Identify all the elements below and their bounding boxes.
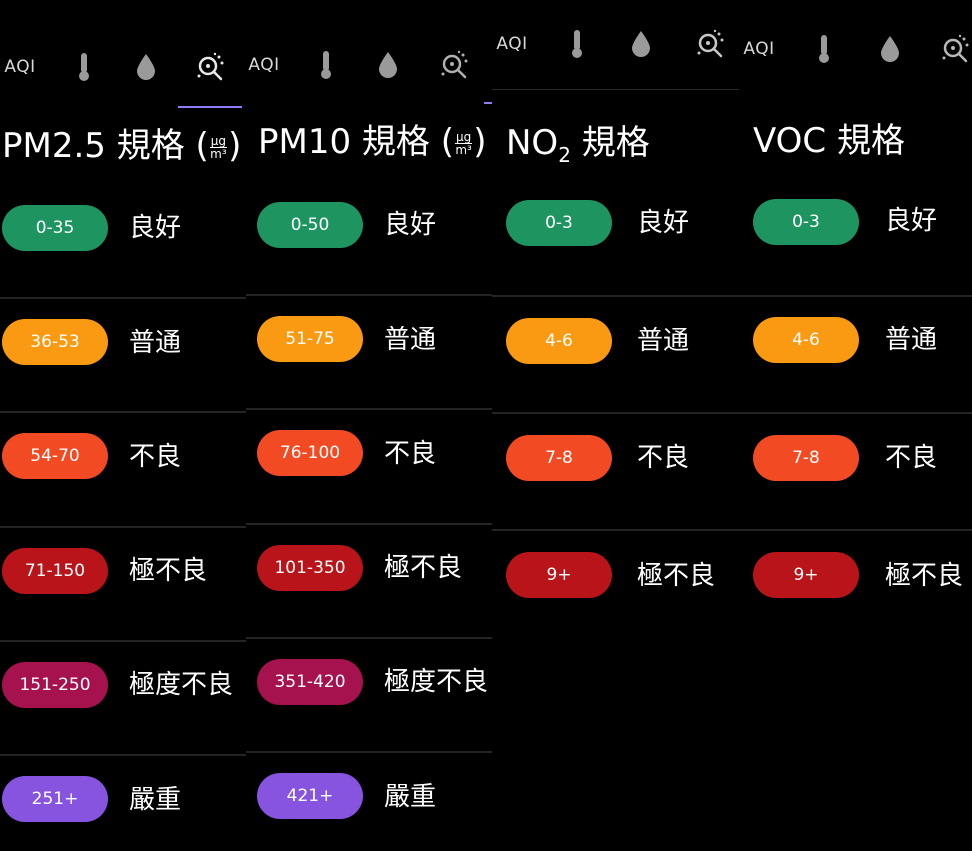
particles-icon — [942, 34, 969, 63]
tab-aqi[interactable]: AQI — [4, 57, 36, 77]
range-badge: 36-53 — [2, 319, 108, 365]
droplet-icon — [137, 54, 155, 80]
range-badge: 54-70 — [2, 433, 108, 479]
tab-humidity[interactable] — [872, 24, 908, 74]
page-title: PM2.5 規格 (μg m³) — [2, 126, 242, 166]
tab-aqi[interactable]: AQI — [743, 39, 775, 59]
tab-temperature[interactable] — [66, 42, 102, 92]
page-title: PM10 規格 (μg m³) — [258, 122, 487, 162]
range-badge: 0-3 — [506, 200, 612, 246]
level-label: 嚴重 — [384, 782, 437, 812]
tab-bar: AQI — [492, 19, 739, 69]
droplet-icon — [881, 36, 899, 62]
level-label: 普通 — [384, 325, 437, 355]
range-badge: 251+ — [2, 776, 108, 822]
tab-aqi[interactable]: AQI — [248, 55, 280, 75]
tab-particles[interactable] — [688, 19, 732, 69]
range-badge: 0-35 — [2, 205, 108, 251]
level-label: 不良 — [637, 443, 690, 473]
level-label: 極度不良 — [384, 667, 489, 697]
level-label: 普通 — [885, 325, 938, 355]
divider — [246, 408, 492, 410]
divider — [246, 523, 492, 525]
level-label: 普通 — [637, 326, 690, 356]
particles-icon — [197, 52, 224, 81]
divider — [246, 637, 492, 639]
range-badge: 421+ — [257, 773, 363, 819]
level-label: 良好 — [384, 210, 437, 240]
level-label: 極不良 — [637, 561, 716, 591]
level-label: 良好 — [637, 208, 690, 238]
page-title: VOC 規格 — [753, 121, 905, 161]
divider — [246, 751, 492, 753]
range-badge: 4-6 — [753, 317, 859, 363]
range-badge: 9+ — [753, 552, 859, 598]
tab-bar: AQI — [739, 24, 972, 74]
range-badge: 51-75 — [257, 316, 363, 362]
droplet-icon — [632, 31, 650, 57]
panel-no2: AQI NO2 規格 0-3 良好 4-6 普通 7-8 不良 9+ 極不良 — [492, 0, 739, 851]
divider — [0, 411, 246, 413]
tab-particles[interactable] — [188, 42, 232, 92]
particles-icon — [441, 50, 468, 79]
range-badge: 101-350 — [257, 545, 363, 591]
level-label: 普通 — [129, 328, 182, 358]
range-badge: 351-420 — [257, 659, 363, 705]
tab-divider — [492, 89, 739, 90]
panel-pm10: AQI PM10 規格 (μg m³) 0-50 良好 51-75 普通 76-1… — [246, 0, 492, 851]
active-tab-indicator — [178, 106, 242, 108]
divider — [492, 412, 739, 414]
divider — [0, 754, 246, 756]
tab-humidity[interactable] — [128, 42, 164, 92]
divider — [0, 640, 246, 642]
range-badge: 4-6 — [506, 318, 612, 364]
tab-temperature[interactable] — [308, 40, 344, 90]
panel-voc: AQI VOC 規格 0-3 良好 4-6 普通 7-8 不良 9+ 極不良 — [739, 0, 972, 851]
tab-aqi[interactable]: AQI — [496, 34, 528, 54]
range-badge: 71-150 — [2, 548, 108, 594]
particles-icon — [697, 29, 724, 58]
tab-temperature[interactable] — [559, 19, 595, 69]
tab-humidity[interactable] — [370, 40, 406, 90]
level-label: 極度不良 — [129, 670, 234, 700]
active-tab-indicator — [484, 102, 492, 104]
divider — [739, 295, 972, 297]
tab-bar: AQI — [246, 40, 492, 90]
level-label: 良好 — [129, 213, 182, 243]
divider — [492, 529, 739, 531]
divider — [0, 526, 246, 528]
level-label: 嚴重 — [129, 785, 182, 815]
level-label: 良好 — [885, 206, 938, 236]
level-label: 極不良 — [885, 561, 964, 591]
tab-particles[interactable] — [432, 40, 476, 90]
divider — [739, 529, 972, 531]
level-label: 不良 — [129, 442, 182, 472]
thermometer-icon — [819, 35, 829, 63]
page-title: NO2 規格 — [506, 123, 650, 167]
thermometer-icon — [321, 51, 331, 79]
divider — [492, 295, 739, 297]
range-badge: 0-50 — [257, 202, 363, 248]
range-badge: 76-100 — [257, 430, 363, 476]
level-label: 不良 — [384, 439, 437, 469]
panel-pm25: AQI PM2.5 規格 (μg m³) 0-35 良好 36-53 普通 54-… — [0, 0, 246, 851]
range-badge: 0-3 — [753, 199, 859, 245]
level-label: 極不良 — [384, 553, 463, 583]
range-badge: 9+ — [506, 552, 612, 598]
range-badge: 7-8 — [506, 435, 612, 481]
range-badge: 151-250 — [2, 662, 108, 708]
level-label: 極不良 — [129, 556, 208, 586]
tab-humidity[interactable] — [623, 19, 659, 69]
tab-bar: AQI — [0, 42, 246, 92]
divider — [246, 294, 492, 296]
divider — [0, 297, 246, 299]
divider — [739, 412, 972, 414]
tab-temperature[interactable] — [806, 24, 842, 74]
range-badge: 7-8 — [753, 435, 859, 481]
thermometer-icon — [79, 53, 89, 81]
tab-particles[interactable] — [940, 24, 972, 74]
level-label: 不良 — [885, 443, 938, 473]
thermometer-icon — [572, 30, 582, 58]
droplet-icon — [379, 52, 397, 78]
